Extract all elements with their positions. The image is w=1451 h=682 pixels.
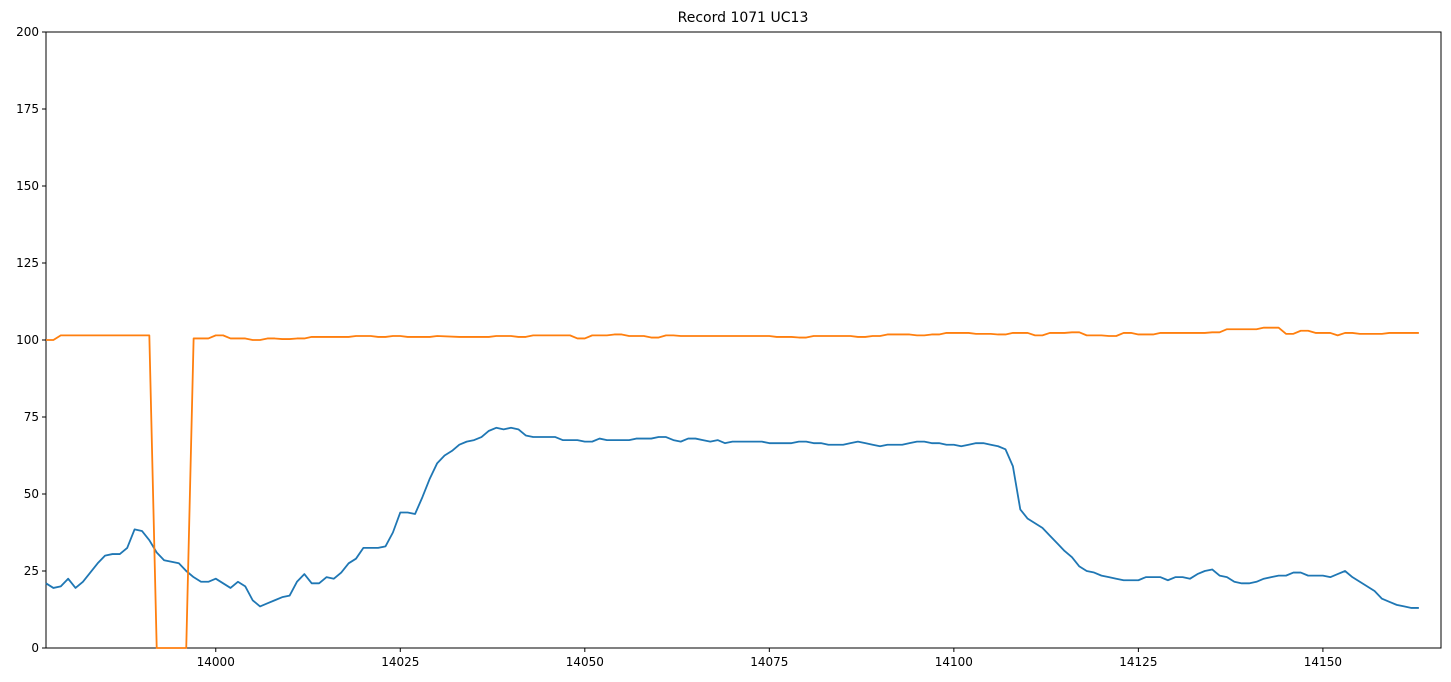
plot-area: 14000 14025 14050 14075 14100 14125 14150 0 25 5… <box>16 25 1442 669</box>
y-tick-label: 100 <box>16 333 39 347</box>
y-tick-label: 25 <box>24 564 39 578</box>
x-tick-label: 14125 <box>1119 655 1157 669</box>
y-tick-label: 50 <box>24 487 39 501</box>
y-tick-label: 0 <box>31 641 39 655</box>
x-tick-label: 14150 <box>1304 655 1342 669</box>
chart-title: Record 1071 UC13 <box>678 10 809 26</box>
series-lines <box>45 326 1419 649</box>
y-tick-label: 125 <box>16 256 39 270</box>
x-tick-label: 14025 <box>381 655 419 669</box>
y-tick-label: 150 <box>16 179 39 193</box>
y-axis: 0 25 50 75 100 125 150 175 200 <box>16 25 46 655</box>
y-tick-label: 75 <box>24 410 39 424</box>
x-tick-label: 14100 <box>935 655 973 669</box>
x-tick-label: 14000 <box>197 655 235 669</box>
series-line-2 <box>46 326 1419 649</box>
x-axis: 14000 14025 14050 14075 14100 14125 14150 <box>197 648 1342 669</box>
y-tick-label: 200 <box>16 25 39 39</box>
x-tick-label: 14050 <box>566 655 604 669</box>
series-line-1 <box>45 426 1419 609</box>
x-tick-label: 14075 <box>750 655 788 669</box>
y-tick-label: 175 <box>16 102 39 116</box>
